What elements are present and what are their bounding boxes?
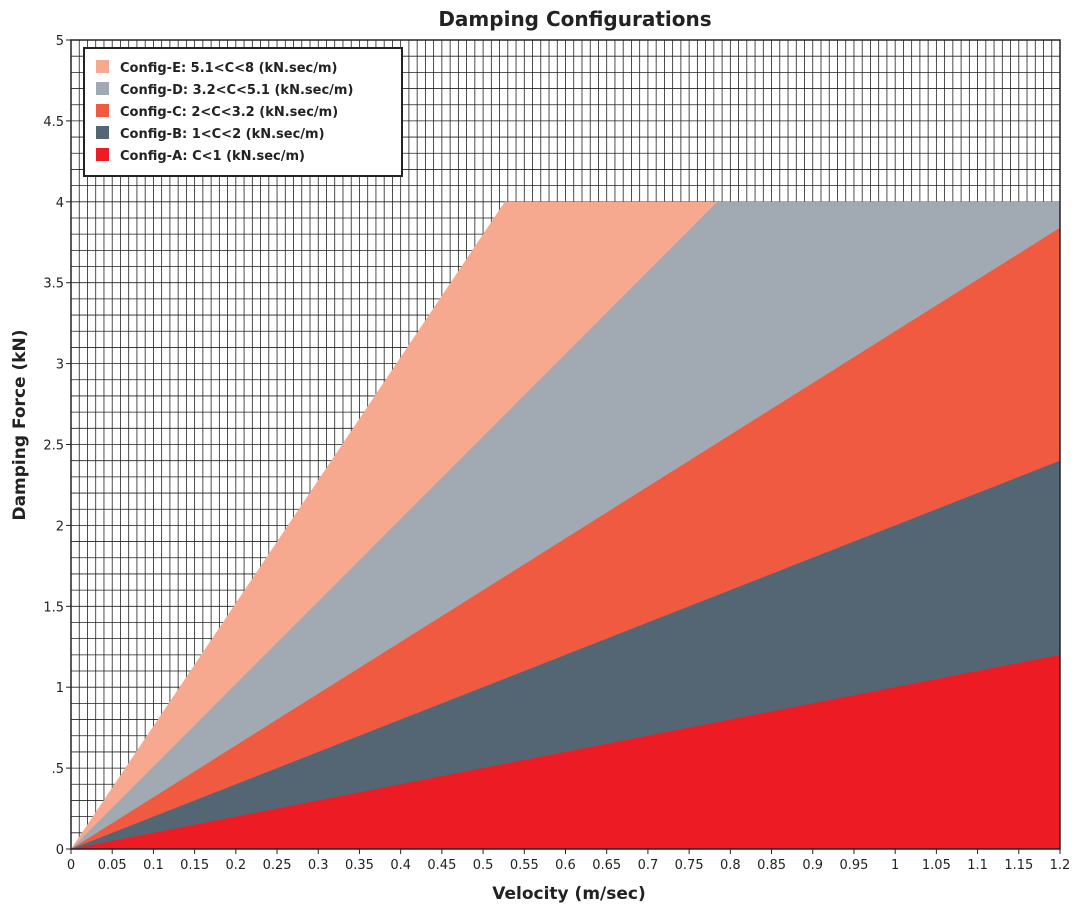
y-tick-label: 2 (56, 519, 64, 534)
y-tick-label: 1 (56, 681, 64, 696)
x-tick-label: 1.1 (967, 858, 988, 873)
legend-swatch-config-e (96, 60, 109, 73)
x-tick-label: 0.2 (225, 858, 246, 873)
x-tick-label: 1.15 (1004, 858, 1033, 873)
chart-series-areas (71, 201, 1060, 850)
legend-label-config-d: Config-D: 3.2<C<5.1 (kN.sec/m) (120, 83, 353, 98)
y-tick-label: 2.5 (43, 439, 64, 454)
y-tick-label: 3.5 (43, 277, 64, 292)
y-axis-label: Damping Force (kN) (10, 329, 30, 520)
x-tick-label: 0 (67, 858, 75, 873)
y-tick-label: 4 (56, 196, 64, 211)
x-tick-label: 0.15 (180, 858, 209, 873)
legend-swatch-config-a (96, 148, 109, 161)
y-tick-label: 3 (56, 358, 64, 373)
x-tick-label: 0.55 (510, 858, 539, 873)
y-tick-label: 0 (56, 843, 64, 858)
x-tick-label: 0.6 (555, 858, 576, 873)
x-tick-label: 0.4 (390, 858, 411, 873)
legend-label-config-e: Config-E: 5.1<C<8 (kN.sec/m) (120, 61, 338, 76)
legend-swatch-config-d (96, 82, 109, 95)
x-tick-label: 1.2 (1050, 858, 1071, 873)
y-tick-label: .5 (52, 762, 64, 777)
x-tick-label: 0.85 (757, 858, 786, 873)
x-tick-label: 0.45 (427, 858, 456, 873)
legend-label-config-c: Config-C: 2<C<3.2 (kN.sec/m) (120, 105, 338, 120)
x-tick-label: 1.05 (922, 858, 951, 873)
x-tick-label: 0.05 (98, 858, 127, 873)
x-tick-label: 0.75 (675, 858, 704, 873)
legend-swatch-config-c (96, 104, 109, 117)
y-tick-label: 1.5 (43, 600, 64, 615)
chart-title: Damping Configurations (438, 7, 711, 31)
y-tick-label: 5 (56, 34, 64, 49)
x-tick-label: 0.1 (143, 858, 164, 873)
x-tick-label: 0.7 (638, 858, 659, 873)
x-tick-label: 0.3 (308, 858, 329, 873)
x-axis-label: Velocity (m/sec) (492, 884, 645, 904)
x-tick-label: 1 (891, 858, 899, 873)
chart-legend: Config-E: 5.1<C<8 (kN.sec/m) Config-D: 3.… (83, 47, 403, 177)
y-axis-ticks: 0 .5 1 1.5 2 2.5 3 3.5 4 4.5 5 (43, 34, 71, 858)
legend-box (83, 47, 403, 177)
x-tick-label: 0.35 (345, 858, 374, 873)
legend-swatch-config-b (96, 126, 109, 139)
x-tick-label: 0.65 (592, 858, 621, 873)
y-tick-label: 4.5 (43, 115, 64, 130)
x-tick-label: 0.9 (802, 858, 823, 873)
x-tick-label: 0.8 (720, 858, 741, 873)
x-axis-ticks: 0 0.05 0.1 0.15 0.2 0.25 0.3 0.35 0.4 0.45 0.5 0.55… (67, 849, 1070, 873)
series-area-config-a (71, 654, 1060, 849)
legend-label-config-b: Config-B: 1<C<2 (kN.sec/m) (120, 127, 325, 142)
x-tick-label: 0.5 (473, 858, 494, 873)
x-tick-label: 0.25 (263, 858, 292, 873)
legend-label-config-a: Config-A: C<1 (kN.sec/m) (120, 149, 305, 164)
x-tick-label: 0.95 (839, 858, 868, 873)
